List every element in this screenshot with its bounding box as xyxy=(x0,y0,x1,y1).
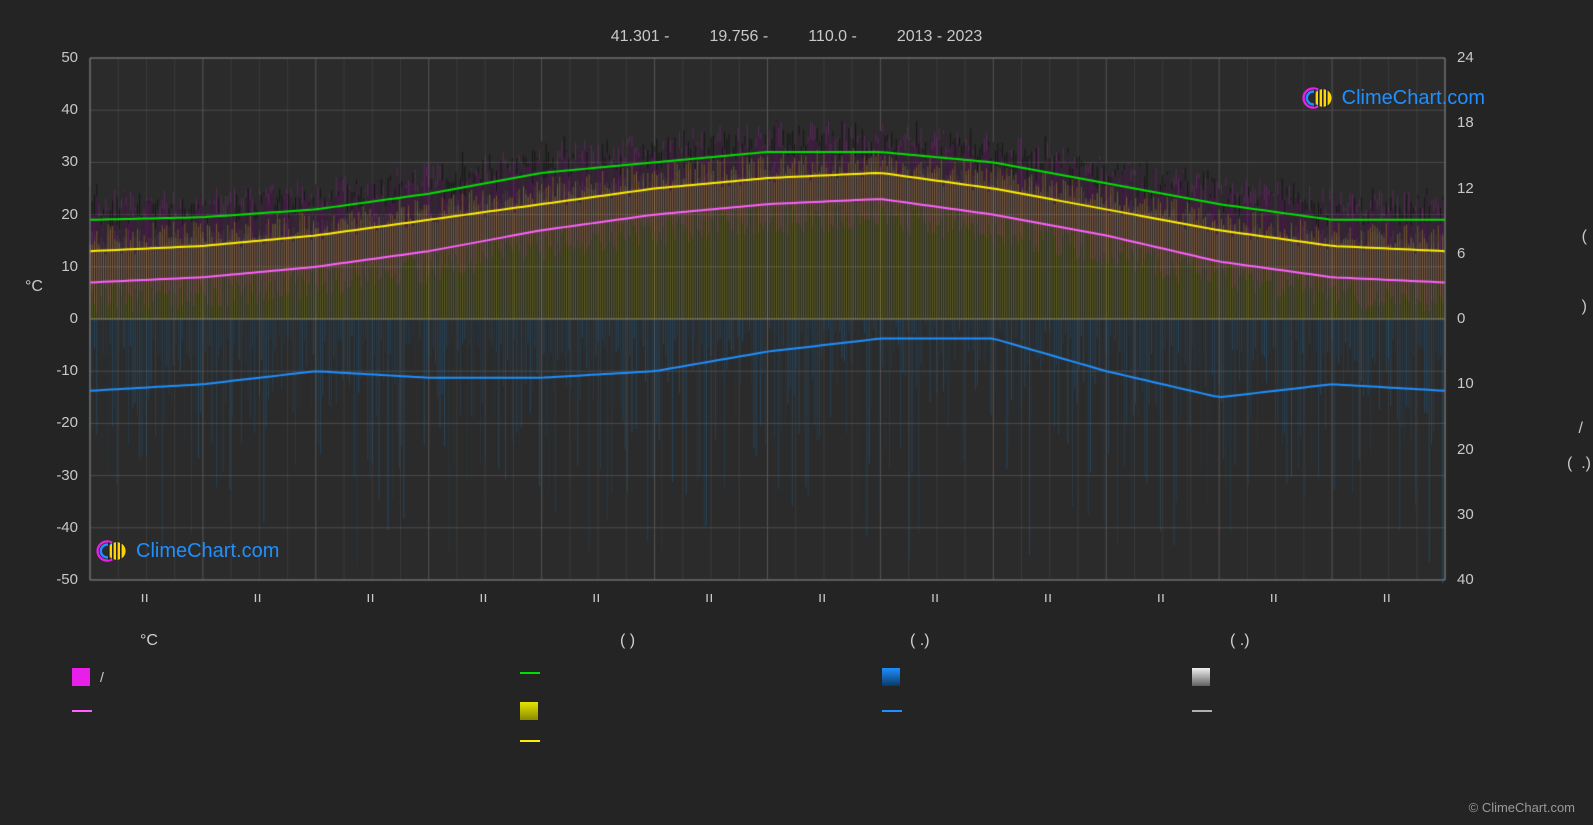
axis-tick: -40 xyxy=(42,519,78,536)
axis-tick: 20 xyxy=(42,206,78,223)
axis-tick: ıı xyxy=(479,589,487,606)
axis-tick: 30 xyxy=(42,153,78,170)
axis-tick: ıı xyxy=(818,589,826,606)
legend-header-4: ( .) xyxy=(1230,632,1250,650)
y-right-label-1: ( xyxy=(1582,228,1587,246)
y-right-label-3: / xyxy=(1579,420,1583,438)
legend-header-3: ( .) xyxy=(910,632,930,650)
legend-item-snow-box xyxy=(1192,668,1220,686)
legend-header-2: ( ) xyxy=(620,632,635,650)
axis-tick: 6 xyxy=(1457,245,1465,262)
axis-tick: 12 xyxy=(1457,180,1474,197)
legend-item-tmax-line xyxy=(520,672,550,674)
legend-item-tmean-line xyxy=(520,740,550,742)
axis-tick: ıı xyxy=(1270,589,1278,606)
chart-canvas xyxy=(0,0,1593,825)
axis-tick: ıı xyxy=(705,589,713,606)
axis-tick: ıı xyxy=(931,589,939,606)
yellow-line-icon xyxy=(520,740,540,742)
y-right-label-4: ( .) xyxy=(1567,455,1591,473)
legend-item-temp-box: / xyxy=(72,668,104,686)
axis-tick: 10 xyxy=(1457,375,1474,392)
axis-tick: 24 xyxy=(1457,49,1474,66)
axis-tick: ıı xyxy=(253,589,261,606)
y-right-label-2: ) xyxy=(1582,298,1587,316)
axis-tick: ıı xyxy=(140,589,148,606)
grey-box-icon xyxy=(1192,668,1210,686)
axis-tick: -50 xyxy=(42,571,78,588)
legend-item-grey-line xyxy=(1192,710,1222,712)
axis-tick: 20 xyxy=(1457,441,1474,458)
axis-tick: 10 xyxy=(42,258,78,275)
blue-line-icon xyxy=(882,710,902,712)
axis-tick: 40 xyxy=(42,101,78,118)
brand-text: ClimeChart.com xyxy=(136,540,279,563)
y-left-axis-label: °C xyxy=(25,278,43,296)
yellow-box-icon xyxy=(520,702,538,720)
magenta-box-icon xyxy=(72,668,90,686)
legend-item-tmin-line xyxy=(72,710,102,712)
axis-tick: 40 xyxy=(1457,571,1474,588)
legend-item-precip-line xyxy=(882,710,912,712)
axis-tick: -20 xyxy=(42,414,78,431)
chart-container: 41.301 - 19.756 - 110.0 - 2013 - 2023 °C… xyxy=(0,0,1593,825)
grey-line-icon xyxy=(1192,710,1212,712)
brand-logo-top: ClimeChart.com xyxy=(1302,82,1485,114)
legend-item-sun-box xyxy=(520,702,548,720)
logo-icon xyxy=(96,535,128,567)
green-line-icon xyxy=(520,672,540,674)
axis-tick: ıı xyxy=(1383,589,1391,606)
axis-tick: 30 xyxy=(1457,506,1474,523)
axis-tick: ıı xyxy=(1044,589,1052,606)
blue-box-icon xyxy=(882,668,900,686)
brand-logo-bottom: ClimeChart.com xyxy=(96,535,279,567)
magenta-line-icon xyxy=(72,710,92,712)
copyright-text: © ClimeChart.com xyxy=(1469,800,1575,815)
axis-tick: -10 xyxy=(42,362,78,379)
brand-text: ClimeChart.com xyxy=(1342,87,1485,110)
axis-tick: 0 xyxy=(42,310,78,327)
chart-subtitle: 41.301 - 19.756 - 110.0 - 2013 - 2023 xyxy=(0,28,1593,46)
axis-tick: ıı xyxy=(366,589,374,606)
axis-tick: -30 xyxy=(42,467,78,484)
axis-tick: 50 xyxy=(42,49,78,66)
axis-tick: 0 xyxy=(1457,310,1465,327)
legend-header-1: °C xyxy=(140,632,158,650)
axis-tick: ıı xyxy=(1157,589,1165,606)
logo-icon xyxy=(1302,82,1334,114)
axis-tick: ıı xyxy=(592,589,600,606)
axis-tick: 18 xyxy=(1457,114,1474,131)
legend-item-rain-box xyxy=(882,668,910,686)
